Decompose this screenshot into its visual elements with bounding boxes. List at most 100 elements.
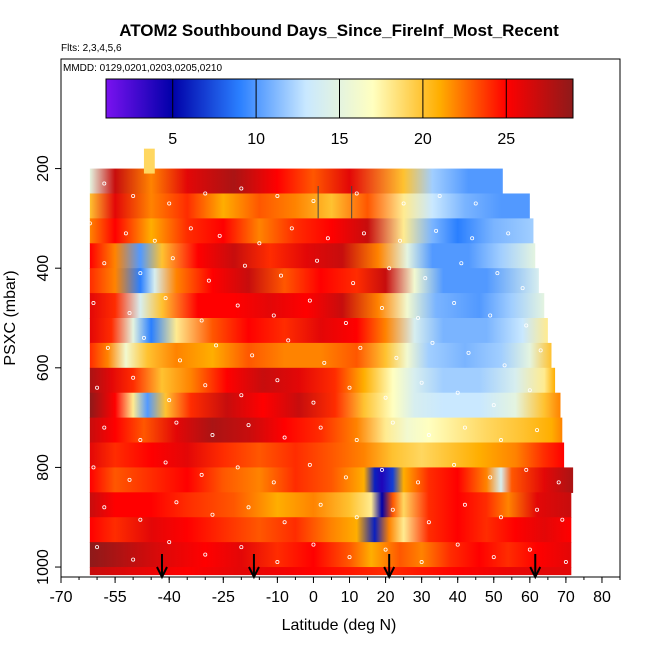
data-point <box>242 263 247 268</box>
x-tick-label: 30 <box>413 589 431 606</box>
x-tick-label: 60 <box>521 589 539 606</box>
heatmap-band <box>89 293 545 319</box>
data-point <box>102 261 107 266</box>
data-point <box>527 388 532 393</box>
heatmap-band <box>89 168 503 195</box>
data-point <box>203 383 208 388</box>
data-point <box>203 191 208 196</box>
x-tick-label: 50 <box>485 589 503 606</box>
colorbar-frame <box>105 78 574 119</box>
heatmap-band <box>89 318 548 344</box>
data-point <box>354 191 359 196</box>
heatmap-band <box>89 442 565 469</box>
data-point <box>138 517 143 522</box>
colorbar-ticks: 5 10 15 20 25 <box>168 79 515 148</box>
dates-note: MMDD: 0129,0201,0203,0205,0210 <box>63 63 222 74</box>
data-point <box>361 231 366 236</box>
data-point <box>416 315 421 320</box>
data-point <box>239 545 244 550</box>
x-tick-label: 10 <box>341 589 359 606</box>
data-point <box>87 221 92 226</box>
data-point <box>498 438 503 443</box>
data-point <box>423 276 428 281</box>
data-point <box>91 301 96 306</box>
data-point <box>307 298 312 303</box>
data-point <box>199 318 204 323</box>
data-point <box>390 420 395 425</box>
data-point <box>217 233 222 238</box>
data-point <box>430 340 435 345</box>
data-point <box>170 256 175 261</box>
y-axis: 200 400 600 800 1000 <box>35 155 62 585</box>
data-point <box>235 465 240 470</box>
data-point <box>131 375 136 380</box>
data-point <box>206 278 211 283</box>
data-point <box>271 313 276 318</box>
heatmap-bands <box>89 148 574 576</box>
heatmap-band <box>89 567 572 576</box>
data-point <box>123 231 128 236</box>
data-point <box>271 480 276 485</box>
data-point <box>102 181 107 186</box>
data-point <box>239 186 244 191</box>
data-points <box>87 181 568 565</box>
data-point <box>167 398 172 403</box>
data-point <box>91 465 96 470</box>
data-point <box>318 502 323 507</box>
data-point <box>426 520 431 525</box>
profile-lines <box>317 186 353 219</box>
data-point <box>199 472 204 477</box>
data-point <box>394 355 399 360</box>
data-point <box>527 547 532 552</box>
data-point <box>167 201 172 206</box>
data-point <box>347 555 352 560</box>
data-point <box>434 228 439 233</box>
flights-note: Flts: 2,3,4,5,6 <box>61 43 122 54</box>
data-point <box>210 512 215 517</box>
colorbar-tick-label: 15 <box>331 131 349 148</box>
x-tick-label: 20 <box>377 589 395 606</box>
data-point <box>138 271 143 276</box>
y-tick-label: 200 <box>35 155 52 182</box>
data-point <box>383 395 388 400</box>
y-tick-label: 400 <box>35 255 52 282</box>
colorbar-tick-label: 25 <box>497 131 515 148</box>
data-point <box>506 231 511 236</box>
data-point <box>502 363 507 368</box>
data-point <box>473 201 478 206</box>
data-point <box>466 350 471 355</box>
data-point <box>535 507 540 512</box>
data-point <box>426 433 431 438</box>
x-tick-label: -25 <box>212 589 235 606</box>
heatmap-band <box>89 492 572 518</box>
colorbar: 5 10 15 20 25 <box>105 78 574 148</box>
data-point <box>163 460 168 465</box>
data-point <box>390 507 395 512</box>
data-point <box>246 505 251 510</box>
data-point <box>354 515 359 520</box>
heatmap-band <box>89 193 530 219</box>
data-point <box>188 226 193 231</box>
data-point <box>127 477 132 482</box>
data-point <box>498 515 503 520</box>
data-point <box>491 403 496 408</box>
data-point <box>210 433 215 438</box>
data-point <box>538 348 543 353</box>
x-tick-label: 40 <box>449 589 467 606</box>
data-point <box>452 462 457 467</box>
x-axis: -70 -55 -40 -25 -10 0 10 20 30 40 50 60 70 80 <box>49 577 621 606</box>
heatmap-fragment <box>143 148 155 174</box>
data-point <box>556 480 561 485</box>
data-point <box>307 462 312 467</box>
x-tick-label: 70 <box>557 589 575 606</box>
data-point <box>343 320 348 325</box>
data-point <box>315 258 320 263</box>
heatmap-band <box>89 467 574 493</box>
data-point <box>455 542 460 547</box>
data-point <box>131 193 136 198</box>
data-point <box>275 193 280 198</box>
data-point <box>311 400 316 405</box>
y-axis-label: PSXC (mbar) <box>2 270 19 365</box>
data-point <box>203 552 208 557</box>
data-point <box>535 428 540 433</box>
